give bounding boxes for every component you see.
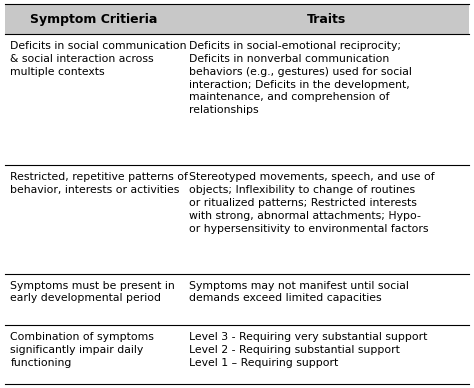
Text: Symptoms must be present in
early developmental period: Symptoms must be present in early develo… [10,281,175,303]
Text: Combination of symptoms
significantly impair daily
functioning: Combination of symptoms significantly im… [10,332,154,367]
Text: Symptom Critieria: Symptom Critieria [30,12,158,26]
Text: Traits: Traits [307,12,346,26]
Text: Deficits in social-emotional reciprocity;
Deficits in nonverbal communication
be: Deficits in social-emotional reciprocity… [189,41,412,115]
Text: Level 3 - Requiring very substantial support
Level 2 - Requiring substantial sup: Level 3 - Requiring very substantial sup… [189,332,428,367]
Text: Deficits in social communication
& social interaction across
multiple contexts: Deficits in social communication & socia… [10,41,187,77]
Text: Stereotyped movements, speech, and use of
objects; Inflexibility to change of ro: Stereotyped movements, speech, and use o… [189,172,435,234]
Bar [5,4,469,34]
Text: Symptoms may not manifest until social
demands exceed limited capacities: Symptoms may not manifest until social d… [189,281,409,303]
Text: Restricted, repetitive patterns of
behavior, interests or activities: Restricted, repetitive patterns of behav… [10,172,188,195]
